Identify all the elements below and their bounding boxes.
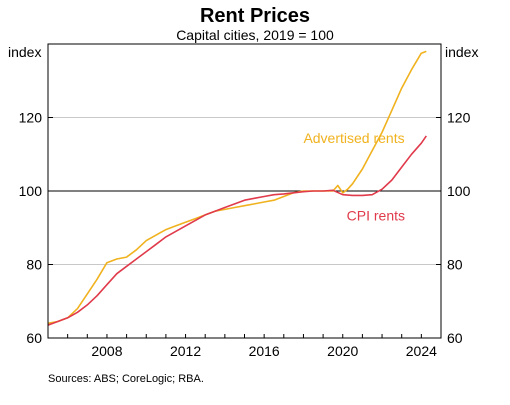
source-note: Sources: ABS; CoreLogic; RBA.: [48, 373, 204, 385]
chart-title: Rent Prices: [200, 5, 310, 27]
right-axis-unit: index: [445, 44, 478, 60]
x-tick-label: 2024: [406, 343, 437, 359]
y-tick-label-right: 100: [447, 183, 471, 199]
y-tick-label-right: 60: [447, 330, 463, 346]
series-labels: Advertised rents CPI rents: [303, 130, 405, 223]
x-tick-label: 2012: [170, 343, 201, 359]
y-tick-label-left: 100: [19, 183, 43, 199]
series-label-advertised-rents: Advertised rents: [303, 130, 404, 146]
series-line-cpi-rents: [47, 135, 427, 326]
series-lines: [47, 50, 427, 326]
series-line-advertised-rents: [47, 50, 427, 325]
y-tick-labels: 60 60 80 80 100 100 120 120: [19, 110, 471, 347]
x-tick-label: 2008: [91, 343, 122, 359]
y-tick-label-left: 80: [26, 257, 42, 273]
y-tick-label-right: 120: [447, 110, 471, 126]
x-tick-label: 2016: [249, 343, 280, 359]
x-tick-labels: 2008 2012 2016 2020 2024: [67, 334, 437, 359]
left-axis-unit: index: [8, 44, 41, 60]
chart-subtitle: Capital cities, 2019 = 100: [176, 27, 334, 43]
y-tick-label-right: 80: [447, 257, 463, 273]
series-label-cpi-rents: CPI rents: [347, 207, 405, 223]
x-tick-label: 2020: [327, 343, 358, 359]
y-tick-label-left: 60: [26, 330, 42, 346]
y-tick-label-left: 120: [19, 110, 43, 126]
gridlines: [48, 117, 441, 265]
